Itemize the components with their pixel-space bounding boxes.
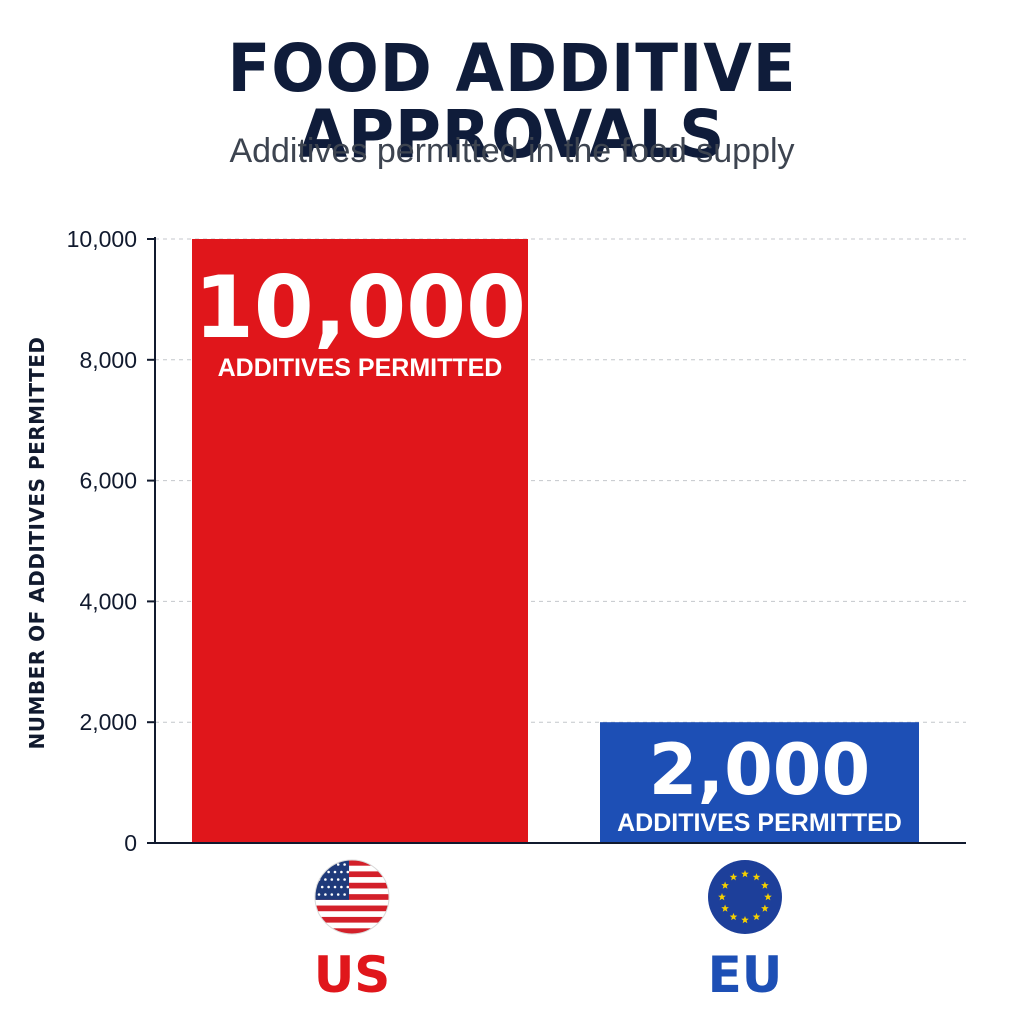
eu-star (761, 904, 769, 912)
eu-star (721, 904, 729, 912)
eu-star (729, 912, 738, 921)
y-tick-label: 4,000 (79, 588, 137, 614)
data-label-us: 10,000 (194, 258, 526, 358)
eu-star (721, 881, 729, 889)
eu-star (752, 873, 761, 881)
eu-star (752, 912, 761, 921)
y-axis-label: NUMBER OF ADDITIVES PERMITTED (25, 336, 49, 749)
data-label-eu: 2,000 (649, 729, 870, 811)
y-tick-label: 0 (124, 830, 137, 856)
chart-subtitle: Additives permitted in the food supply (229, 132, 795, 170)
us-flag-icon (314, 859, 390, 935)
eu-star (741, 916, 749, 924)
eu-star (729, 873, 738, 881)
y-tick-label: 6,000 (79, 468, 137, 494)
y-tick-label: 10,000 (67, 226, 137, 252)
data-sublabel-us: ADDITIVES PERMITTED (218, 354, 503, 382)
eu-star (761, 881, 769, 889)
eu-star (764, 893, 772, 901)
category-label-eu: EU (708, 946, 783, 1004)
y-axis: 0 2,000 4,000 6,000 8,000 10,000 (67, 226, 156, 856)
eu-star (718, 893, 726, 901)
y-tick-label: 2,000 (79, 709, 137, 735)
category-label-us: US (314, 946, 391, 1004)
eu-star (741, 870, 749, 878)
bar-eu (600, 722, 919, 843)
data-sublabel-eu: ADDITIVES PERMITTED (617, 809, 902, 837)
chart-title: FOOD ADDITIVE APPROVALS (227, 30, 797, 173)
y-tick-label: 8,000 (79, 347, 137, 373)
eu-flag-icon (708, 860, 782, 934)
bar-us (192, 239, 528, 843)
